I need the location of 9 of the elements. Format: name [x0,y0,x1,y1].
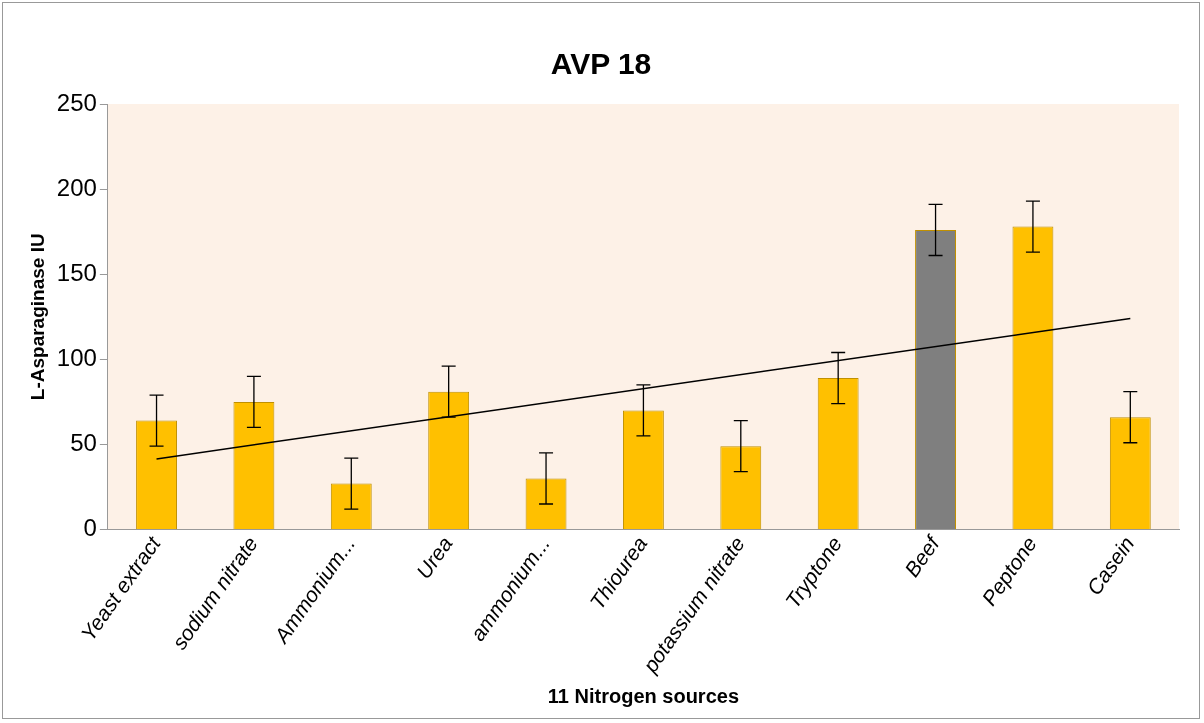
chart-title: AVP 18 [550,47,652,81]
y-tick-label: 150 [56,258,97,286]
y-tick-label: 200 [56,173,97,201]
y-tick-label: 0 [83,514,97,542]
y-tick-label: 250 [56,88,97,116]
y-tick-label: 100 [56,343,97,371]
y-axis-title: L-Asparaginase IU [26,233,48,401]
x-axis-title: 11 Nitrogen sources [547,684,740,707]
y-tick-label: 50 [70,429,97,457]
